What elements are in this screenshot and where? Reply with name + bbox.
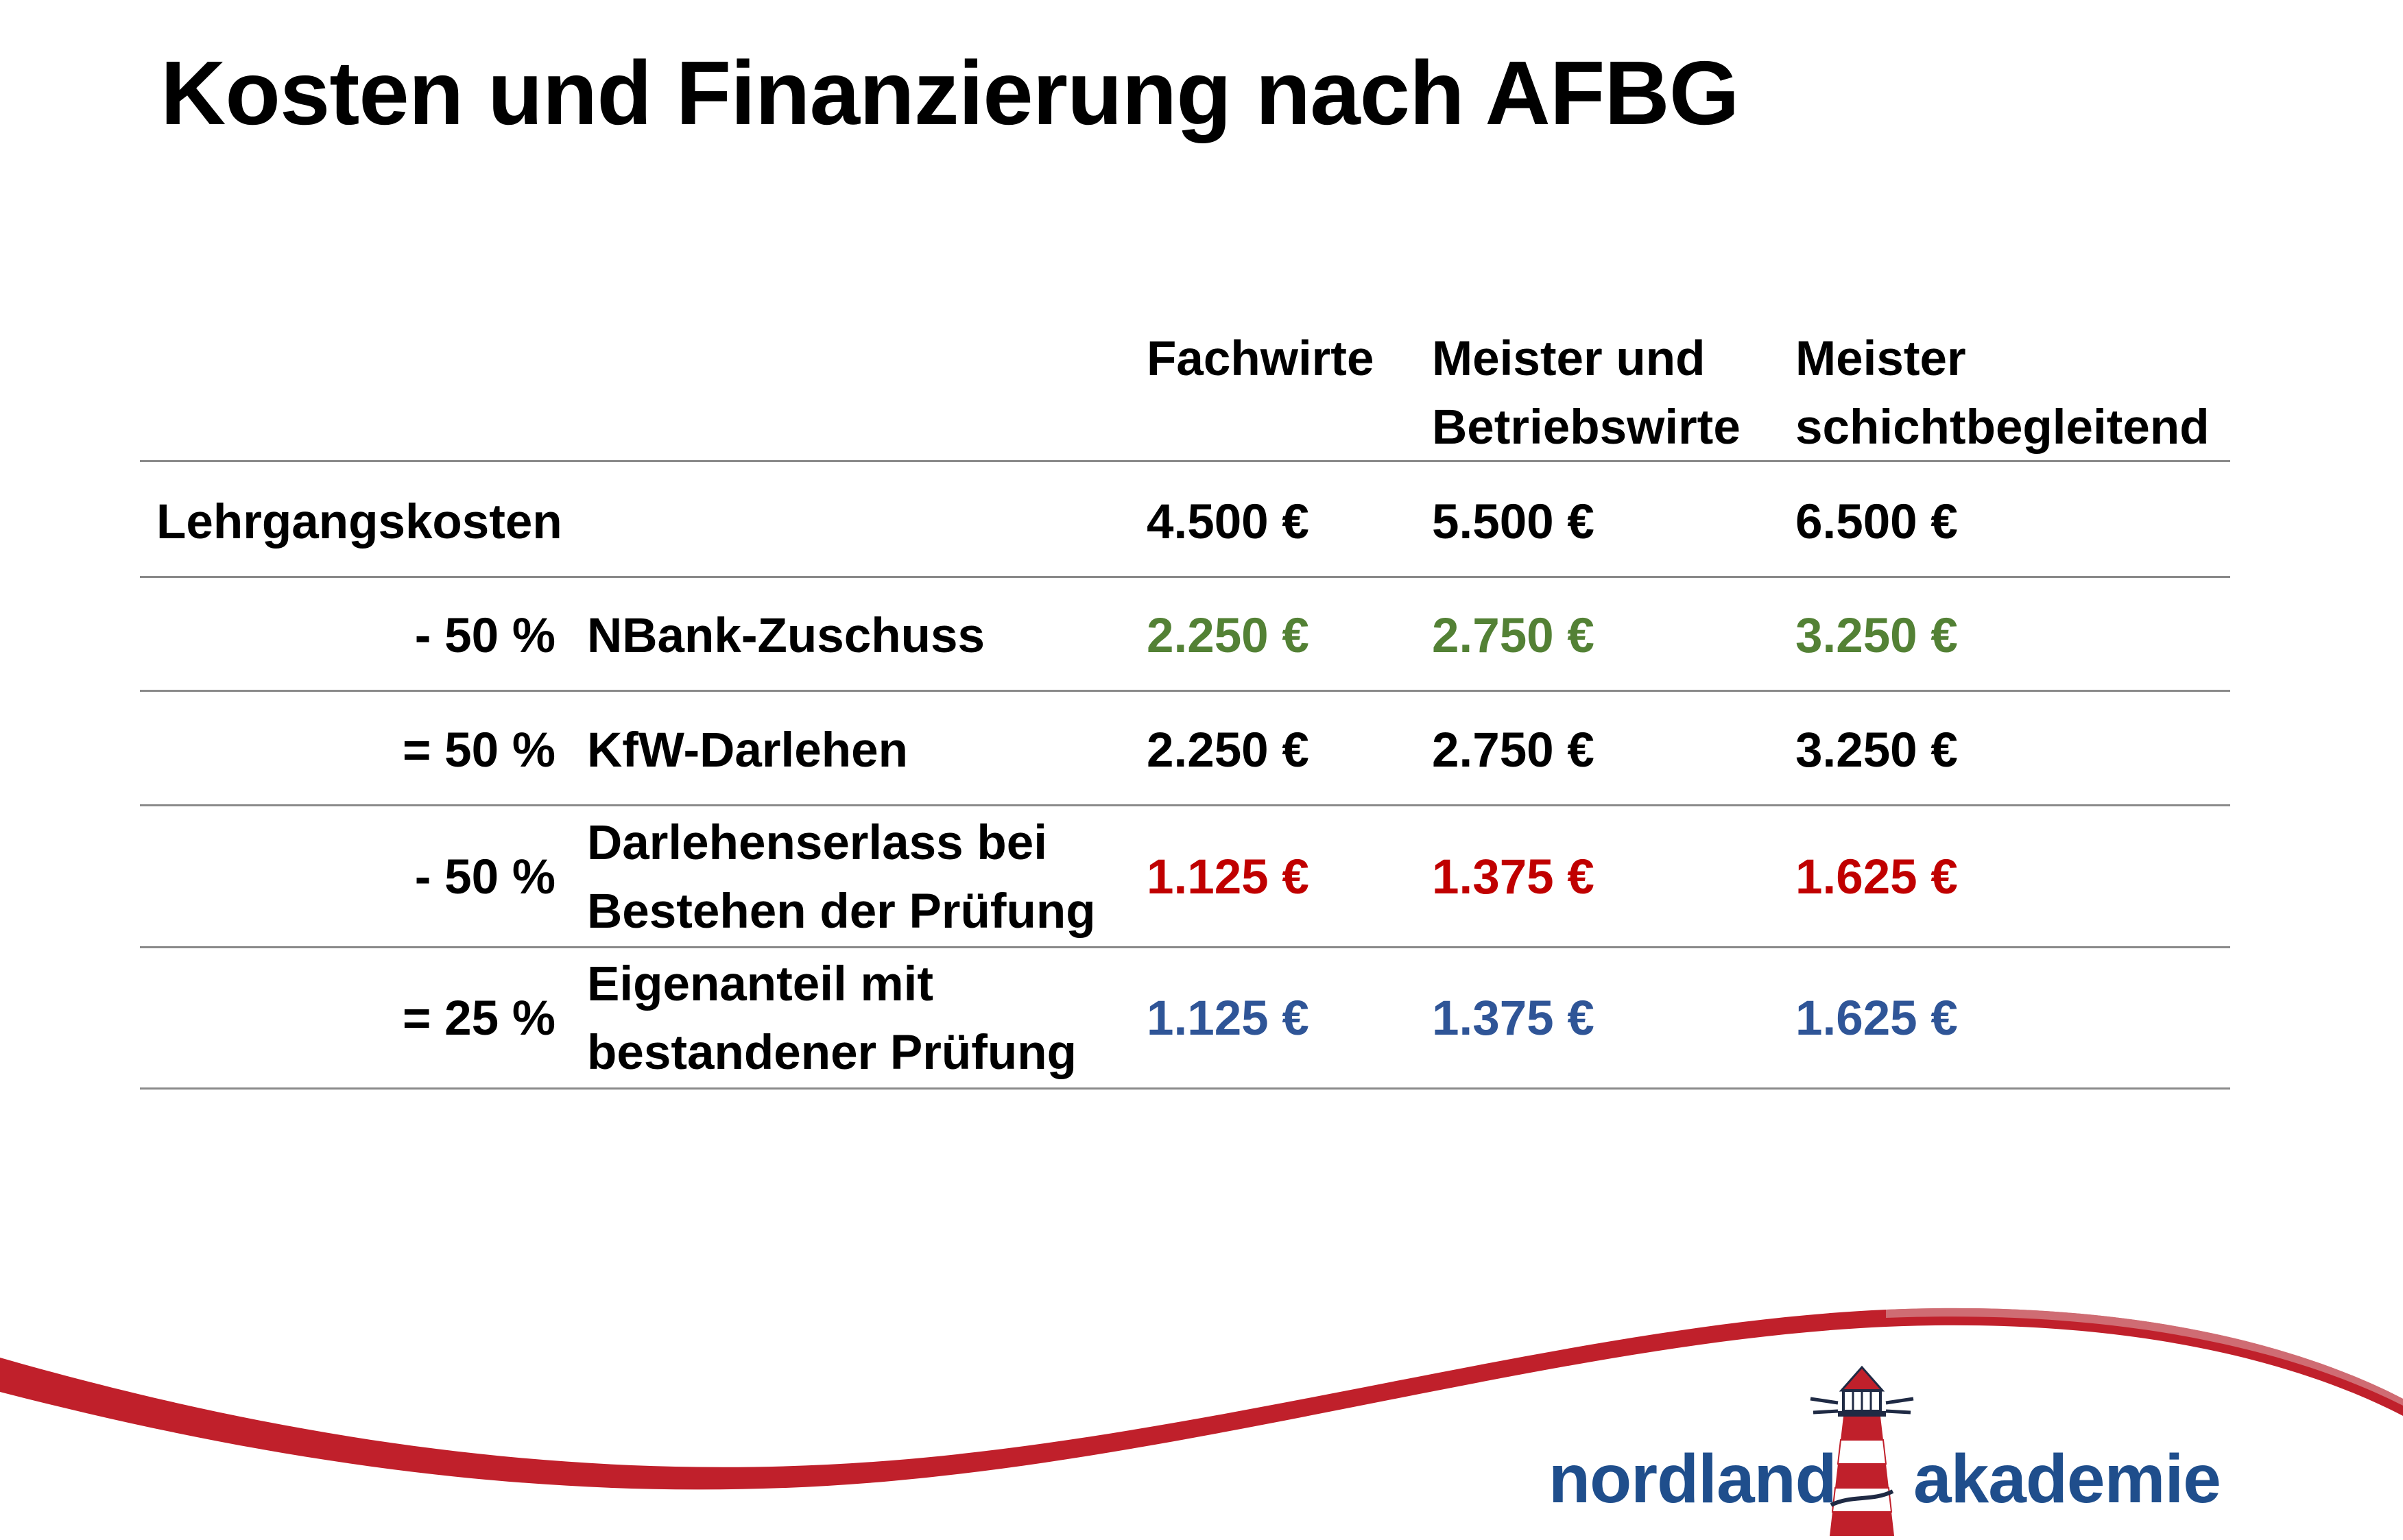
value-lehrgangskosten-fachwirte: 4.500 € [1147, 495, 1309, 549]
table-divider [140, 804, 2230, 806]
row-label-darlehenserlass: Darlehenserlass bei Bestehen der Prüfung [587, 816, 1096, 939]
column-header-meister-schichtbegleitend: Meister schichtbegleitend [1795, 332, 2210, 455]
lighthouse-logo-icon [1810, 1365, 1914, 1536]
value-kfw-fachwirte: 2.250 € [1147, 723, 1309, 778]
logo-text-akademie: akademie [1913, 1441, 2221, 1517]
value-nbank-meister: 2.750 € [1432, 609, 1594, 663]
value-kfw-meister: 2.750 € [1432, 723, 1594, 778]
row-prefix-darlehenserlass: - 50 % [414, 850, 555, 904]
row-label-nbank-zuschuss: NBank-Zuschuss [587, 609, 985, 663]
value-lehrgangskosten-schicht: 6.500 € [1795, 495, 1958, 549]
value-eigenanteil-fachwirte: 1.125 € [1147, 991, 1309, 1046]
row-label-lehrgangskosten: Lehrgangskosten [156, 495, 562, 549]
value-nbank-fachwirte: 2.250 € [1147, 609, 1309, 663]
table-divider [140, 576, 2230, 578]
value-eigenanteil-schicht: 1.625 € [1795, 991, 1958, 1046]
column-header-meister-und-betriebswirte: Meister und Betriebswirte [1432, 332, 1741, 455]
table-divider [140, 690, 2230, 692]
column-header-fachwirte: Fachwirte [1147, 332, 1374, 386]
row-prefix-eigenanteil: = 25 % [402, 991, 555, 1046]
table-divider [140, 1087, 2230, 1090]
row-label-eigenanteil: Eigenanteil mit bestandener Prüfung [587, 957, 1077, 1080]
value-kfw-schicht: 3.250 € [1795, 723, 1958, 778]
table-divider [140, 946, 2230, 948]
value-darlehenserlass-fachwirte: 1.125 € [1147, 850, 1309, 904]
value-darlehenserlass-meister: 1.375 € [1432, 850, 1594, 904]
row-label-kfw-darlehen: KfW-Darlehen [587, 723, 908, 778]
table-divider [140, 460, 2230, 462]
page-title: Kosten und Finanzierung nach AFBG [160, 43, 1739, 143]
value-nbank-schicht: 3.250 € [1795, 609, 1958, 663]
logo-text-nordland: nordland [1549, 1441, 1837, 1517]
value-darlehenserlass-schicht: 1.625 € [1795, 850, 1958, 904]
value-eigenanteil-meister: 1.375 € [1432, 991, 1594, 1046]
red-swoosh-decoration [0, 1308, 2403, 1490]
value-lehrgangskosten-meister: 5.500 € [1432, 495, 1594, 549]
row-prefix-nbank: - 50 % [414, 609, 555, 663]
row-prefix-kfw: = 50 % [402, 723, 555, 778]
